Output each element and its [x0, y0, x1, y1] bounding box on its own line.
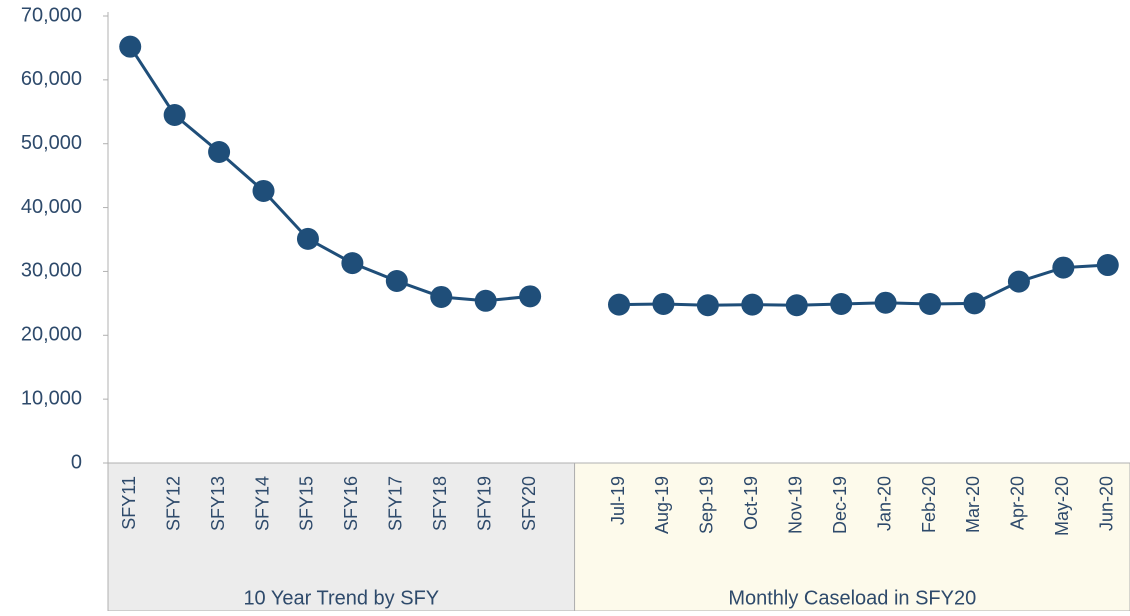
marker: [830, 292, 853, 315]
y-tick-label: 60,000: [21, 68, 82, 90]
group-box: [107, 462, 576, 612]
marker: [696, 294, 719, 317]
marker: [252, 179, 275, 202]
y-tick-label: 30,000: [21, 260, 82, 282]
marker: [430, 285, 453, 308]
marker: [341, 252, 364, 275]
marker: [652, 292, 675, 315]
x-tick-label: Aug-19: [652, 476, 672, 534]
line: [128, 45, 1108, 307]
group-box: [574, 462, 1130, 612]
marker: [874, 291, 897, 314]
marker: [163, 103, 186, 126]
x-tick-label: Sep-19: [697, 476, 717, 534]
marker: [1052, 256, 1075, 279]
x-tick-label: Nov-19: [785, 476, 805, 534]
marker: [385, 270, 408, 293]
x-tick-label: SFY13: [208, 476, 228, 531]
y-tick-label: 40,000: [21, 196, 82, 218]
x-tick-label: May-20: [1052, 476, 1072, 536]
x-tick-label: Mar-20: [963, 476, 983, 533]
x-tick-label: Feb-20: [919, 476, 939, 533]
x-tick-label: SFY15: [297, 476, 317, 531]
y-tick-label: 50,000: [21, 132, 82, 154]
x-tick-label: Dec-19: [830, 476, 850, 534]
marker: [474, 289, 497, 312]
x-tick-label: SFY11: [119, 476, 139, 530]
y-tick-label: 20,000: [21, 324, 82, 346]
x-tick-label: SFY16: [341, 476, 361, 531]
marker: [608, 293, 630, 316]
marker: [208, 141, 231, 164]
x-tick-label: Jul-19: [608, 476, 628, 525]
marker: [919, 292, 942, 315]
marker: [785, 294, 808, 317]
marker: [296, 227, 319, 250]
marker: [1007, 270, 1030, 293]
x-tick-label: SFY17: [386, 476, 406, 531]
y-tick-label: 70,000: [21, 4, 82, 26]
marker: [119, 35, 142, 58]
y-tick-label: 0: [71, 451, 82, 473]
x-tick-label: SFY18: [430, 476, 450, 531]
x-tick-label: SFY19: [474, 476, 494, 531]
group-label: Monthly Caseload in SFY20: [728, 587, 976, 609]
x-tick-label: SFY14: [252, 476, 272, 531]
y-tick-label: 10,000: [21, 387, 82, 409]
x-tick-label: Jan-20: [874, 476, 894, 531]
x-tick-label: SFY12: [163, 476, 183, 531]
marker: [1096, 254, 1119, 277]
x-tick-label: Jun-20: [1097, 476, 1117, 531]
marker: [963, 292, 986, 315]
x-tick-label: SFY20: [519, 476, 539, 531]
marker: [741, 293, 764, 316]
x-tick-label: Apr-20: [1008, 476, 1028, 530]
x-tick-label: Oct-19: [741, 476, 761, 530]
marker: [519, 285, 542, 308]
group-label: 10 Year Trend by SFY: [243, 587, 439, 609]
